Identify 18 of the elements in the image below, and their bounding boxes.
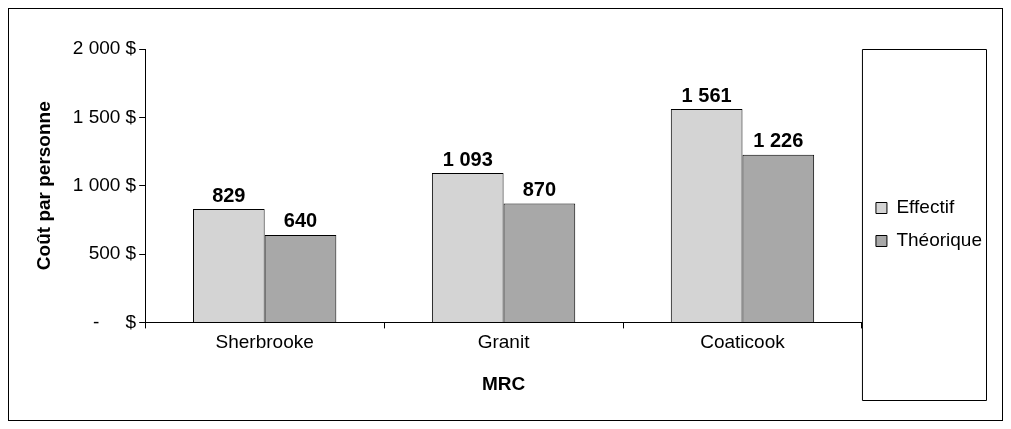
y-tick-label: - $ [92, 310, 137, 332]
y-axis-title: Coût par personne [32, 101, 54, 271]
data-label: 870 [522, 177, 557, 200]
data-label: 1 226 [753, 129, 804, 152]
data-label: 1 093 [442, 147, 493, 170]
x-tick-label: Coaticook [700, 331, 786, 353]
y-tick-label: 500 $ [88, 242, 137, 264]
legend-label: Théorique [896, 229, 983, 251]
legend-label: Effectif [896, 196, 955, 218]
data-label: 640 [283, 209, 318, 232]
x-axis-title: MRC [481, 372, 526, 394]
x-tick-label: Sherbrooke [215, 331, 314, 353]
y-tick-label: 1 500 $ [72, 105, 137, 127]
y-tick-label: 2 000 $ [72, 37, 137, 59]
data-label: 829 [212, 183, 246, 206]
y-tick-label: 1 000 $ [72, 173, 137, 195]
x-tick-label: Granit [477, 331, 531, 353]
data-label: 1 561 [681, 83, 732, 106]
